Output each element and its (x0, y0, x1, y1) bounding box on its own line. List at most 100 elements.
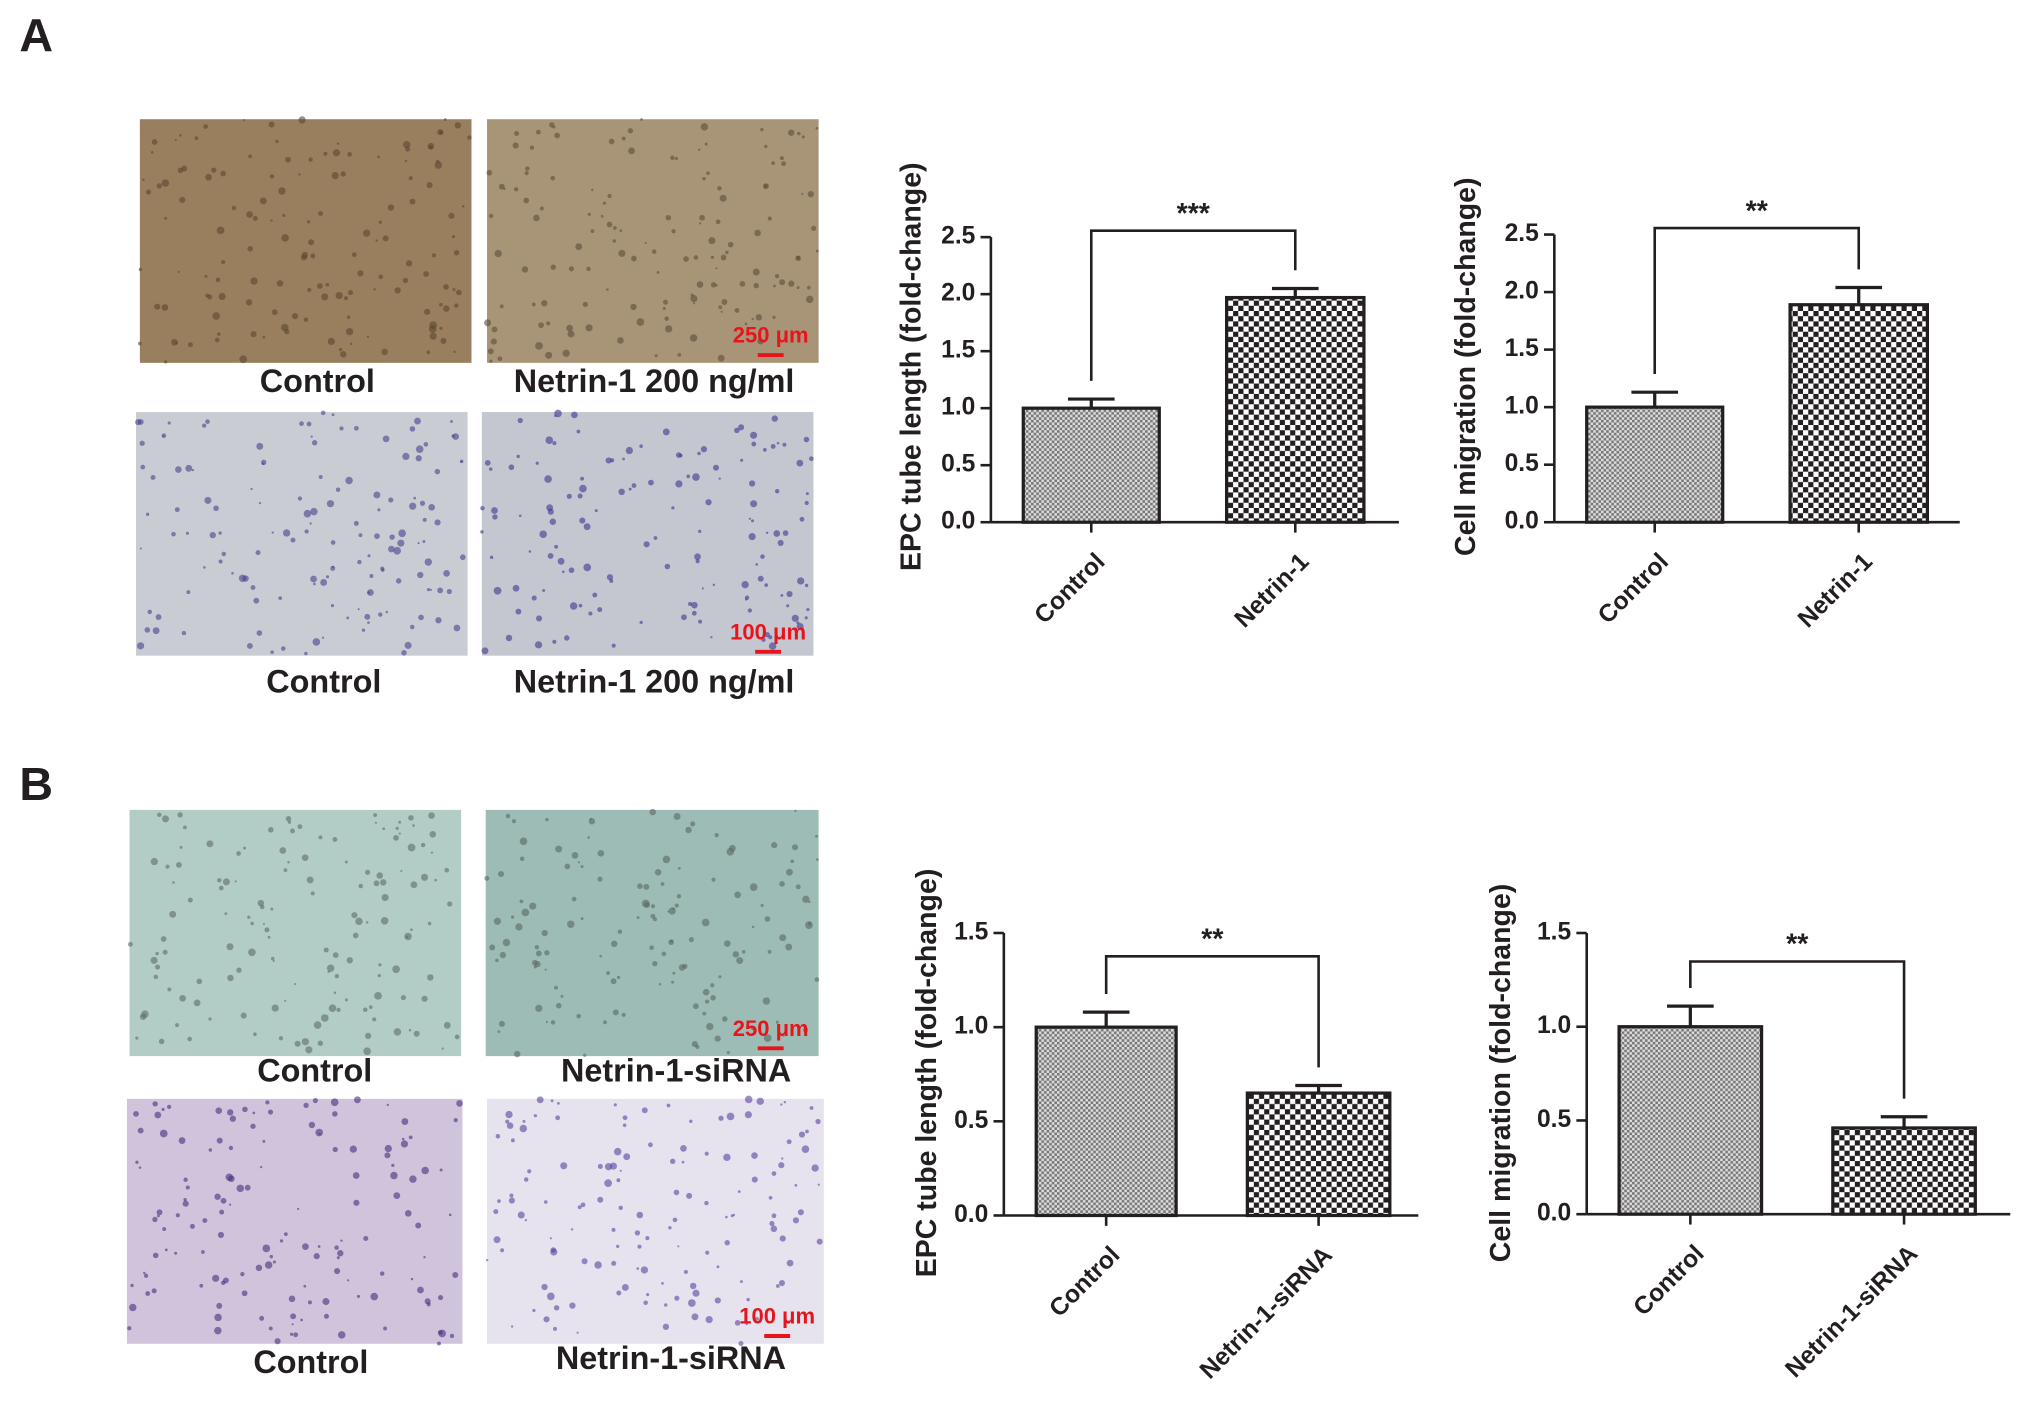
cell (161, 304, 169, 311)
cell (796, 459, 804, 467)
cell (214, 1193, 221, 1200)
cell (625, 446, 633, 455)
cell (606, 288, 609, 291)
cell (321, 293, 329, 301)
cell (681, 1160, 685, 1164)
cell (583, 523, 591, 531)
cell (726, 847, 735, 856)
cell (331, 172, 339, 180)
cell (591, 188, 594, 192)
cell (410, 881, 418, 889)
cell (786, 1259, 794, 1267)
cell (654, 869, 662, 876)
cell (307, 1300, 312, 1305)
cell (802, 1027, 809, 1033)
cell (549, 518, 557, 525)
cell (685, 826, 692, 834)
cell (167, 987, 172, 992)
cell (778, 1280, 785, 1287)
cell (651, 249, 657, 254)
cell (618, 249, 626, 257)
cell (366, 335, 370, 338)
cell (641, 1107, 648, 1114)
cell (771, 1171, 777, 1176)
cell (278, 596, 283, 600)
cell (451, 235, 456, 239)
cell (357, 608, 360, 611)
cell (757, 337, 764, 345)
cell (161, 433, 167, 438)
cell (720, 254, 727, 261)
cell (774, 273, 780, 279)
cell (303, 317, 309, 322)
cell (494, 249, 502, 258)
cell (711, 877, 716, 882)
y-axis-title: Cell migration (fold-change) (1450, 177, 1482, 556)
x-tick-label: Netrin-1 (1230, 548, 1315, 633)
cell (209, 532, 216, 539)
micrograph (126, 1098, 463, 1344)
cell (622, 1115, 628, 1121)
cell (688, 936, 695, 943)
cell (489, 944, 496, 951)
cell (179, 134, 182, 137)
cell (315, 1128, 324, 1137)
cell (550, 264, 556, 270)
cell (500, 1248, 505, 1253)
cell (710, 636, 713, 639)
cell (282, 529, 291, 537)
cell (653, 536, 658, 540)
cell (247, 915, 251, 919)
cell (461, 205, 465, 208)
cell (764, 583, 769, 587)
cell (806, 295, 814, 304)
cell (129, 1303, 137, 1312)
cell (340, 1239, 343, 1242)
cell (782, 442, 787, 447)
cell (571, 411, 578, 419)
cell (259, 1315, 265, 1321)
cell (224, 912, 228, 915)
cell (797, 577, 805, 585)
cell (639, 620, 643, 625)
cell (377, 974, 381, 978)
cell (443, 118, 447, 121)
cell (437, 129, 444, 136)
cell (217, 878, 222, 883)
y-tick-label: 2.0 (1505, 278, 1539, 305)
cell (816, 858, 819, 861)
cell (702, 1011, 707, 1016)
cell (456, 289, 462, 296)
cell (622, 1123, 627, 1128)
cell (775, 1284, 780, 1288)
cell (489, 359, 493, 363)
cell (395, 578, 402, 584)
cell (597, 849, 605, 857)
cell (397, 539, 405, 547)
cell (597, 1196, 604, 1203)
cell (369, 573, 374, 578)
cell (791, 614, 799, 622)
cell (332, 952, 339, 958)
cell (317, 1040, 324, 1046)
cell (164, 360, 168, 364)
cell (255, 1264, 263, 1272)
cell (804, 583, 809, 588)
cell (259, 904, 265, 910)
cell (380, 566, 385, 571)
y-tick-label: 1.0 (941, 394, 975, 421)
cell (661, 951, 667, 957)
cell (443, 1021, 451, 1029)
cell (744, 1095, 753, 1104)
cell (672, 971, 676, 975)
cell (781, 1157, 784, 1160)
cell (353, 1096, 361, 1104)
cell (234, 880, 237, 883)
cell (303, 1284, 307, 1288)
cell (363, 229, 371, 237)
cell (297, 1207, 300, 1211)
cell (401, 1137, 405, 1141)
cell (607, 193, 612, 199)
cell (480, 505, 485, 511)
cell (508, 464, 515, 471)
